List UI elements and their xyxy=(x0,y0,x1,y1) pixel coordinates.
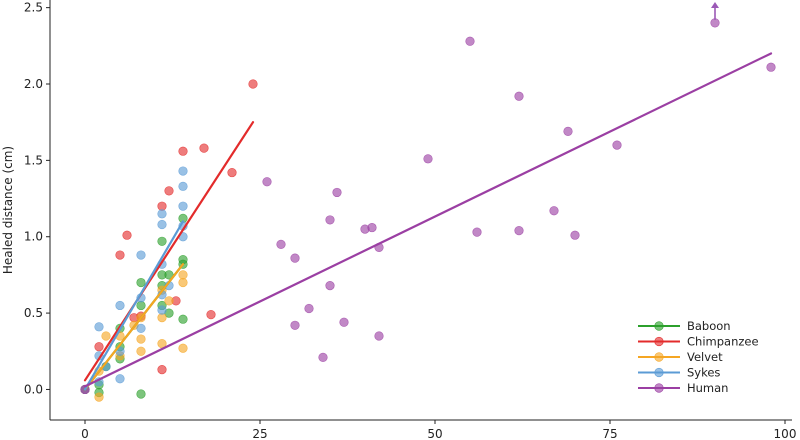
data-point xyxy=(94,322,104,332)
data-point xyxy=(122,230,132,240)
data-point xyxy=(472,227,482,237)
data-point xyxy=(332,187,342,198)
data-point xyxy=(325,215,335,225)
data-point xyxy=(199,143,209,153)
arrow-up-icon xyxy=(711,2,719,20)
x-tick-label: 0 xyxy=(81,427,89,440)
data-point xyxy=(157,201,167,211)
legend-label: Baboon xyxy=(687,319,731,333)
data-point xyxy=(290,253,300,263)
data-point xyxy=(157,305,167,315)
fit-line-velvet xyxy=(83,263,185,391)
legend-item-sykes: Sykes xyxy=(638,366,720,380)
data-point xyxy=(157,313,167,323)
legend-marker xyxy=(654,383,664,393)
data-point xyxy=(227,167,237,178)
data-point xyxy=(339,317,349,327)
data-point xyxy=(157,219,167,230)
y-tick-label: 1.0 xyxy=(24,230,43,244)
y-axis-label: Healed distance (cm) xyxy=(1,146,15,274)
data-point xyxy=(136,323,146,333)
data-point xyxy=(178,166,188,176)
data-point xyxy=(248,79,258,89)
data-point xyxy=(514,226,524,236)
data-point xyxy=(304,303,314,314)
y-tick-label: 0.5 xyxy=(24,306,43,320)
data-point xyxy=(94,392,104,402)
data-point xyxy=(115,300,125,311)
data-point xyxy=(136,334,146,344)
data-point xyxy=(178,270,188,280)
y-tick-label: 2.5 xyxy=(24,1,43,15)
data-point xyxy=(514,91,524,101)
data-point xyxy=(206,310,216,320)
data-point xyxy=(178,314,188,324)
data-point xyxy=(549,206,559,216)
data-point xyxy=(136,250,146,260)
data-point xyxy=(612,140,622,150)
data-point xyxy=(262,177,272,187)
data-point xyxy=(178,146,188,156)
data-point xyxy=(423,154,433,164)
legend-label: Chimpanzee xyxy=(687,335,759,349)
data-point xyxy=(178,343,188,353)
plot-area xyxy=(80,2,776,402)
fit-line-human xyxy=(83,52,773,388)
data-point xyxy=(115,374,125,384)
legend-item-chimpanzee: Chimpanzee xyxy=(638,335,759,349)
data-point xyxy=(178,277,188,288)
fit-line-chimpanzee xyxy=(83,121,255,382)
x-tick-label: 50 xyxy=(427,427,442,440)
y-tick-label: 1.5 xyxy=(24,153,43,167)
data-point xyxy=(157,236,167,246)
data-point xyxy=(570,230,580,240)
data-point xyxy=(766,62,776,72)
legend-item-baboon: Baboon xyxy=(638,319,731,333)
fit-line-sykes xyxy=(83,220,185,391)
legend-marker xyxy=(654,367,664,378)
data-point xyxy=(325,281,335,291)
legend-item-human: Human xyxy=(638,381,728,395)
data-point xyxy=(157,209,167,219)
legend-marker xyxy=(654,336,664,347)
data-point xyxy=(101,331,111,341)
data-point xyxy=(563,126,573,136)
data-point xyxy=(465,36,475,46)
x-tick-label: 75 xyxy=(602,427,617,440)
data-point xyxy=(164,186,174,196)
series-human-points xyxy=(80,18,776,395)
legend-label: Human xyxy=(687,381,728,395)
data-point xyxy=(710,18,720,28)
legend-marker xyxy=(654,352,664,362)
axes: 0.0 0.5 1.0 1.5 2.0 2.5 0 25 50 75 100 xyxy=(24,0,797,440)
y-tick-label: 0.0 xyxy=(24,382,43,396)
data-point xyxy=(318,352,328,362)
legend-label: Sykes xyxy=(687,366,720,380)
data-point xyxy=(374,331,384,341)
legend-marker xyxy=(654,321,664,331)
data-point xyxy=(157,365,167,375)
x-tick-label: 100 xyxy=(774,427,797,440)
legend-item-velvet: Velvet xyxy=(638,350,723,364)
data-point xyxy=(178,201,188,211)
legend-label: Velvet xyxy=(687,350,723,364)
data-point xyxy=(136,389,146,399)
y-tick-label: 2.0 xyxy=(24,77,43,91)
data-point xyxy=(178,181,188,191)
data-point xyxy=(276,239,286,249)
data-point xyxy=(136,346,146,356)
data-point xyxy=(290,320,300,330)
data-point xyxy=(136,300,146,311)
data-point xyxy=(115,250,125,260)
x-tick-label: 25 xyxy=(252,427,267,440)
data-point xyxy=(94,342,104,352)
data-point xyxy=(164,296,174,306)
data-point xyxy=(136,277,146,288)
data-point xyxy=(367,222,377,233)
